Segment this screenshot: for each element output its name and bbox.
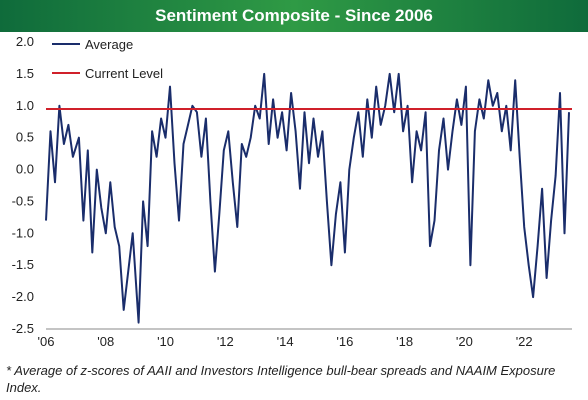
x-tick-label: '12 — [217, 334, 234, 349]
legend-label: Current Level — [85, 66, 163, 81]
x-tick-label: '16 — [336, 334, 353, 349]
legend-label: Average — [85, 37, 133, 52]
y-tick-label: 0.5 — [16, 130, 34, 145]
x-tick-label: '08 — [97, 334, 114, 349]
y-tick-label: -1.5 — [12, 257, 34, 272]
y-tick-label: 0.0 — [16, 162, 34, 177]
sentiment-chart: 2.0 1.5 1.0 0.5 0.0 -0.5 -1.0 -1.5 -2.0 -2.5 '06 '0… — [12, 34, 572, 349]
y-tick-label: 1.5 — [16, 66, 34, 81]
x-tick-label: '14 — [277, 334, 294, 349]
chart-footnote: * Average of z-scores of AAII and Invest… — [6, 363, 556, 395]
x-tick-label: '10 — [157, 334, 174, 349]
series-average-line — [45, 72, 570, 324]
y-tick-label: -1.0 — [12, 225, 34, 240]
y-tick-label: 2.0 — [16, 34, 34, 49]
x-tick-label: '20 — [456, 334, 473, 349]
chart-title: Sentiment Composite - Since 2006 — [0, 0, 588, 32]
x-tick-label: '06 — [38, 334, 55, 349]
x-tick-label: '18 — [396, 334, 413, 349]
y-tick-label: -0.5 — [12, 193, 34, 208]
y-tick-label: -2.0 — [12, 289, 34, 304]
y-tick-label: -2.5 — [12, 321, 34, 336]
y-tick-label: 1.0 — [16, 98, 34, 113]
x-tick-label: '22 — [516, 334, 533, 349]
